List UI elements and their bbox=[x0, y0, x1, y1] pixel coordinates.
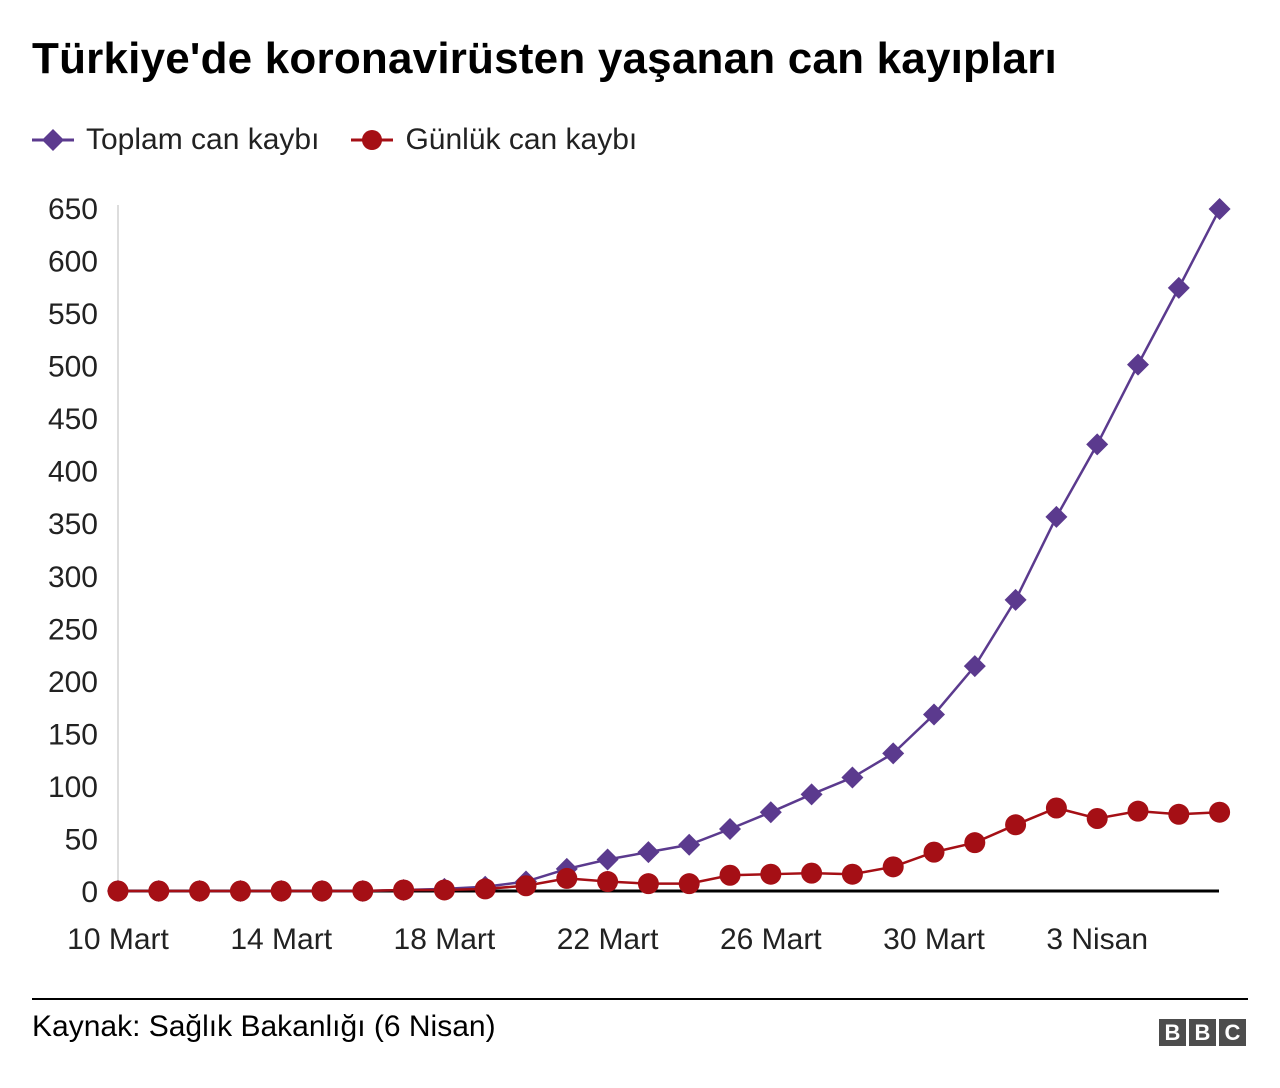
data-point-total bbox=[596, 848, 619, 871]
data-point-daily bbox=[1209, 801, 1231, 823]
legend: Toplam can kaybı Günlük can kaybı bbox=[32, 118, 669, 162]
data-point-total bbox=[1004, 588, 1027, 611]
legend-diamond-marker-icon bbox=[32, 129, 74, 151]
bbc-logo-letter: C bbox=[1219, 1019, 1246, 1046]
data-point-daily bbox=[678, 873, 700, 895]
data-point-daily bbox=[433, 879, 455, 901]
data-point-daily bbox=[270, 880, 292, 902]
data-point-daily bbox=[923, 841, 945, 863]
y-tick-label: 650 bbox=[48, 193, 98, 226]
data-point-total bbox=[1127, 353, 1149, 376]
data-point-daily bbox=[1127, 800, 1149, 822]
data-point-total bbox=[759, 801, 782, 824]
data-point-daily bbox=[801, 862, 823, 884]
data-point-daily bbox=[760, 863, 782, 885]
y-tick-label: 350 bbox=[48, 508, 98, 541]
data-point-total bbox=[1045, 505, 1068, 528]
line-chart: 0 50 100 150 200 250 300 350 400 450 500 550 600 650 1… bbox=[48, 193, 1231, 956]
data-point-daily bbox=[311, 880, 333, 902]
bbc-logo: B B C bbox=[1159, 1019, 1246, 1046]
data-point-daily bbox=[393, 879, 415, 901]
y-tick-label: 550 bbox=[48, 298, 98, 331]
data-point-daily bbox=[1168, 803, 1190, 825]
chart-title: Türkiye'de koronavirüsten yaşanan can ka… bbox=[32, 34, 1057, 83]
data-point-total bbox=[1208, 198, 1231, 221]
data-point-daily bbox=[352, 880, 374, 902]
y-tick-label: 200 bbox=[48, 666, 98, 699]
data-point-daily bbox=[1086, 807, 1108, 829]
data-point-daily bbox=[1005, 814, 1027, 836]
y-tick-label: 0 bbox=[81, 876, 98, 909]
bbc-logo-letter: B bbox=[1189, 1019, 1216, 1046]
x-tick-label: 30 Mart bbox=[883, 923, 985, 956]
footer-rule bbox=[32, 998, 1248, 1000]
data-point-total bbox=[678, 833, 701, 856]
data-point-total bbox=[1167, 276, 1190, 299]
x-tick-label: 26 Mart bbox=[720, 923, 822, 956]
data-point-daily bbox=[556, 867, 578, 889]
legend-circle-marker-icon bbox=[351, 130, 394, 150]
data-point-total bbox=[637, 841, 660, 864]
data-point-daily bbox=[229, 880, 251, 902]
series-line-daily bbox=[118, 806, 1220, 893]
x-tick-label: 10 Mart bbox=[67, 923, 169, 956]
data-point-total bbox=[882, 742, 905, 765]
data-point-total bbox=[1086, 433, 1109, 456]
y-tick-label: 250 bbox=[48, 613, 98, 646]
y-tick-label: 500 bbox=[48, 351, 98, 384]
bbc-logo-letter: B bbox=[1159, 1019, 1186, 1046]
data-point-total bbox=[719, 818, 741, 841]
legend-label-total: Toplam can kaybı bbox=[86, 123, 320, 156]
y-tick-label: 600 bbox=[48, 246, 98, 279]
data-point-daily bbox=[515, 875, 537, 897]
legend-label-daily: Günlük can kaybı bbox=[405, 123, 638, 156]
y-tick-label: 300 bbox=[48, 561, 98, 594]
data-point-daily bbox=[189, 880, 211, 902]
legend-item-daily: Günlük can kaybı bbox=[351, 123, 637, 157]
x-tick-label: 18 Mart bbox=[394, 923, 496, 956]
data-point-total bbox=[800, 783, 823, 806]
data-point-total bbox=[923, 703, 945, 726]
data-point-daily bbox=[148, 880, 170, 902]
y-tick-label: 400 bbox=[48, 456, 98, 489]
data-point-daily bbox=[474, 878, 496, 900]
data-point-daily bbox=[637, 873, 659, 895]
x-tick-label: 3 Nisan bbox=[1046, 923, 1148, 956]
data-point-daily bbox=[964, 832, 986, 854]
y-tick-label: 100 bbox=[48, 771, 98, 804]
source-note: Kaynak: Sağlık Bakanlığı (6 Nisan) bbox=[32, 1010, 496, 1043]
data-point-daily bbox=[597, 871, 619, 893]
data-point-daily bbox=[1045, 797, 1067, 819]
data-point-total bbox=[841, 766, 864, 789]
x-tick-label: 14 Mart bbox=[230, 923, 332, 956]
data-point-daily bbox=[719, 864, 741, 886]
data-point-daily bbox=[841, 863, 863, 885]
data-point-daily bbox=[107, 880, 129, 902]
y-tick-label: 150 bbox=[48, 718, 98, 751]
legend-item-total: Toplam can kaybı bbox=[32, 123, 319, 157]
x-tick-label: 22 Mart bbox=[557, 923, 659, 956]
y-tick-label: 50 bbox=[65, 823, 98, 856]
series-line-total bbox=[118, 208, 1221, 893]
data-point-total bbox=[963, 655, 986, 678]
y-tick-label: 450 bbox=[48, 403, 98, 436]
data-point-daily bbox=[882, 856, 904, 878]
